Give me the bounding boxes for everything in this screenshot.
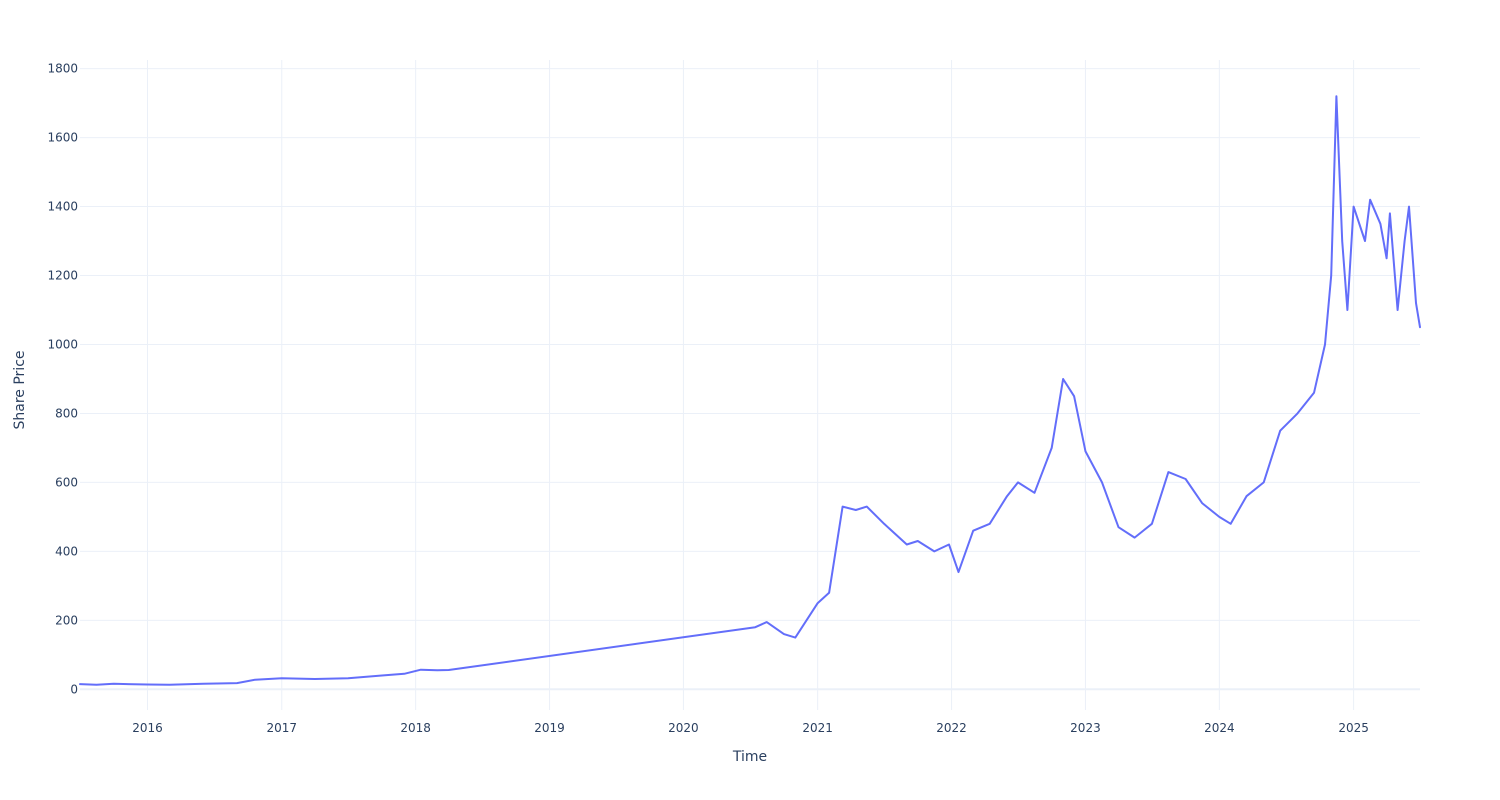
y-axis-title: Share Price: [12, 350, 28, 429]
series-layer: [79, 95, 1421, 686]
y-tick-label: 800: [55, 406, 78, 420]
y-tick-label: 0: [70, 682, 78, 696]
y-tick-label: 1000: [47, 337, 78, 351]
x-tick-label: 2019: [534, 721, 565, 735]
y-tick-label: 400: [55, 544, 78, 558]
y-tick-label: 1600: [47, 131, 78, 145]
y-tick-label: 600: [55, 475, 78, 489]
x-tick-label: 2021: [802, 721, 833, 735]
x-tick-label: 2023: [1070, 721, 1101, 735]
x-tick-label: 2020: [668, 721, 699, 735]
y-tick-label: 1800: [47, 62, 78, 76]
x-tick-label: 2016: [132, 721, 163, 735]
y-tick-label: 200: [55, 613, 78, 627]
x-tick-label: 2024: [1204, 721, 1235, 735]
x-tick-label: 2018: [400, 721, 431, 735]
y-tick-label: 1200: [47, 269, 78, 283]
x-tick-label: 2022: [936, 721, 967, 735]
y-tick-labels: 0 200 400 600 800 1000 1200 1400 1600 1800: [47, 62, 78, 697]
x-axis-title: Time: [732, 749, 767, 765]
x-gridlines: [146, 60, 1355, 710]
share-price-line: [79, 95, 1421, 686]
y-gridlines: [80, 68, 1420, 691]
x-tick-label: 2025: [1338, 721, 1369, 735]
x-tick-label: 2017: [266, 721, 297, 735]
x-tick-labels: 2016 2017 2018 2019 2020 2021 2022 2023 2024 2025: [132, 721, 1369, 735]
y-tick-label: 1400: [47, 200, 78, 214]
